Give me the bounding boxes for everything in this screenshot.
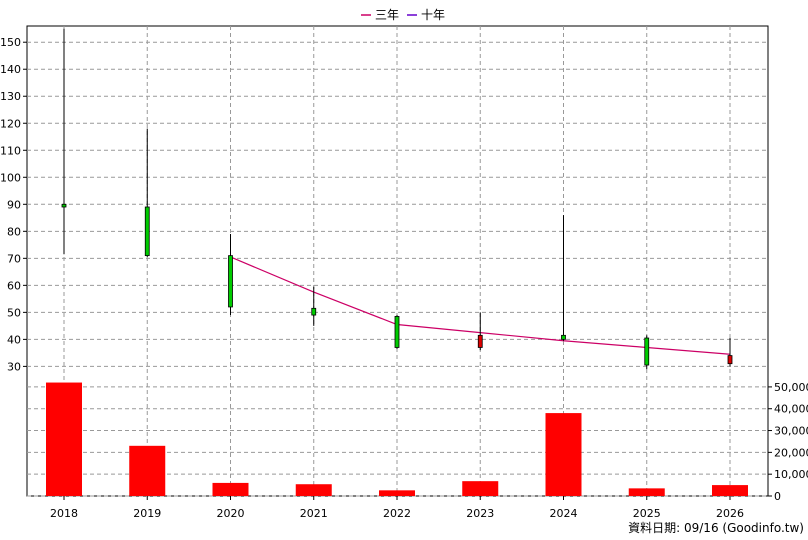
- price-tick-label: 40: [7, 333, 21, 346]
- candle-body: [644, 337, 650, 366]
- price-axis: 30 40 50 60 70 80 90 100 110 120 130 140 150: [0, 36, 27, 373]
- x-tick-label: 2021: [300, 507, 328, 520]
- legend-label: 十年: [421, 8, 445, 22]
- candle-body: [228, 255, 233, 308]
- x-tick-label: 2020: [217, 507, 245, 520]
- volume-bar: [295, 484, 332, 496]
- candlesticks: [61, 28, 733, 370]
- data-date-footer: 資料日期: 09/16 (Goodinfo.tw): [628, 521, 804, 535]
- x-tick-label: 2024: [550, 507, 578, 520]
- x-tick-label: 2025: [633, 507, 661, 520]
- candle-body: [727, 355, 733, 365]
- candle-body: [477, 334, 483, 348]
- x-tick-label: 2026: [716, 507, 744, 520]
- volume-bar: [129, 445, 166, 496]
- volume-bar: [379, 490, 415, 496]
- chart-legend: 三年 十年: [361, 8, 445, 22]
- price-tick-label: 30: [7, 360, 21, 373]
- volume-bar: [628, 488, 665, 496]
- volume-tick-label: 50,000: [774, 381, 808, 394]
- price-tick-label: 70: [7, 252, 21, 265]
- candle-body: [394, 316, 400, 348]
- candle-body: [311, 307, 317, 316]
- price-tick-label: 100: [0, 171, 21, 184]
- volume-bar: [462, 481, 499, 496]
- candle-body: [144, 206, 150, 257]
- x-tick-label: 2022: [383, 507, 411, 520]
- volume-tick-label: 40,000: [774, 403, 808, 416]
- candle-body: [561, 334, 566, 340]
- volume-bar: [212, 482, 249, 496]
- x-tick-label: 2023: [466, 507, 494, 520]
- x-tick-label: 2018: [50, 507, 78, 520]
- candle-body: [61, 203, 67, 208]
- volume-tick-label: 20,000: [774, 446, 808, 459]
- price-tick-label: 120: [0, 117, 21, 130]
- volume-tick-label: 0: [774, 490, 781, 503]
- volume-bar: [46, 382, 82, 496]
- price-tick-label: 110: [0, 144, 21, 157]
- legend-label: 三年: [375, 8, 399, 22]
- price-tick-label: 50: [7, 306, 21, 319]
- volume-tick-label: 10,000: [774, 468, 808, 481]
- volume-tick-label: 30,000: [774, 425, 808, 438]
- price-tick-label: 60: [7, 279, 21, 292]
- price-tick-label: 90: [7, 198, 21, 211]
- volume-bar: [712, 485, 748, 496]
- price-tick-label: 80: [7, 225, 21, 238]
- price-tick-label: 150: [0, 36, 21, 49]
- x-axis: 2018 2019 2020 2021 2022 2023 2024 2025 2026: [50, 496, 744, 520]
- volume-axis: 0 10,000 20,000 30,000 40,000 50,000: [767, 376, 808, 503]
- volume-bars: [46, 382, 748, 496]
- volume-bar: [545, 413, 582, 496]
- x-tick-label: 2019: [133, 507, 161, 520]
- price-tick-label: 130: [0, 90, 21, 103]
- price-tick-label: 140: [0, 63, 21, 76]
